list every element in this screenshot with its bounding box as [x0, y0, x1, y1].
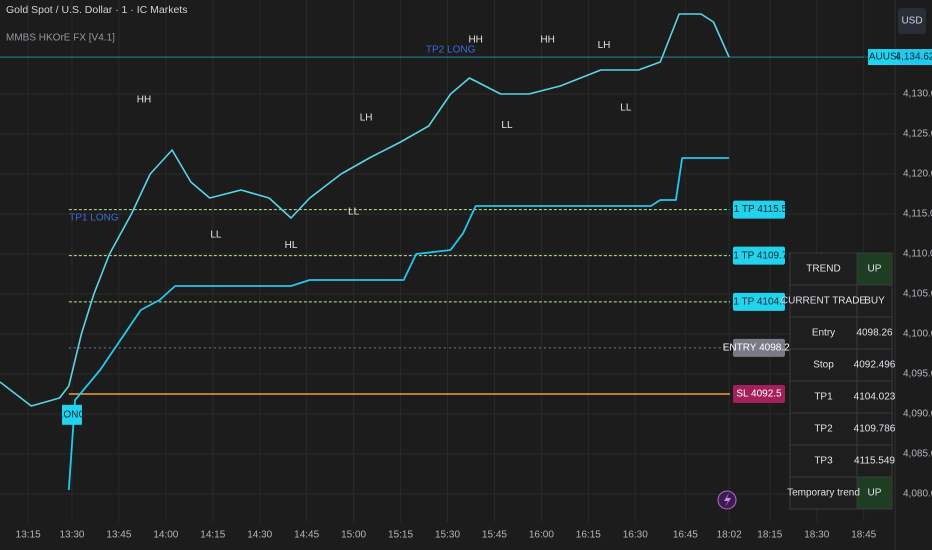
x-tick-label: 18:02: [717, 530, 742, 541]
structure-label: TP1 LONG: [69, 213, 119, 224]
x-tick-label: 16:30: [623, 530, 648, 541]
y-tick-label: 4,110.00: [903, 249, 932, 260]
level-label-box: [733, 338, 785, 357]
level-label-box: [733, 385, 785, 403]
level-label-box: [733, 292, 785, 311]
x-tick-label: 15:30: [435, 530, 460, 541]
level-label-box: [733, 200, 785, 219]
x-tick-label: 14:15: [200, 530, 225, 541]
y-tick-label: 4,100.00: [903, 329, 932, 340]
table-label-cell: [789, 252, 858, 286]
table-value: 4098.26: [856, 328, 893, 339]
x-tick-label: 15:15: [388, 530, 413, 541]
table-label: Stop: [813, 360, 834, 371]
x-tick-label: 18:15: [757, 530, 782, 541]
table-label: CURRENT TRADE: [781, 296, 867, 307]
table-value: 4115.549: [854, 456, 895, 467]
table-label: TREND: [806, 264, 840, 275]
table-value: BUY: [864, 296, 885, 307]
trailing-stop-line: [67, 157, 730, 491]
structure-label: HH: [468, 35, 482, 46]
table-value-cell: [856, 380, 893, 414]
table-label-cell: [789, 348, 858, 382]
chart-title: Gold Spot / U.S. Dollar · 1 · IC Markets: [6, 4, 187, 16]
x-tick-label: 13:15: [16, 530, 41, 541]
structure-label: HH: [540, 35, 554, 46]
x-tick-label: 16:00: [529, 530, 554, 541]
table-value: UP: [868, 264, 882, 275]
table-label: TP3: [814, 456, 833, 467]
table-label: TP2: [814, 424, 833, 435]
structure-label: LH: [598, 40, 611, 51]
y-tick-label: 4,120.00: [903, 169, 932, 180]
x-tick-label: 13:30: [59, 530, 84, 541]
structure-label: LL: [348, 207, 360, 218]
table-value-cell: [856, 476, 893, 510]
x-tick-label: 18:45: [851, 530, 876, 541]
last-price-box: [899, 49, 932, 66]
table-value-cell: [856, 316, 893, 350]
table-label-cell: [789, 316, 858, 350]
table-label-cell: [789, 380, 858, 414]
symbol-label: XAUUSD: [862, 52, 904, 63]
table-value: UP: [868, 488, 882, 499]
x-tick-label: 13:45: [106, 530, 131, 541]
level-label: SL 4092.5: [736, 389, 782, 400]
y-tick-label: 4,125.00: [903, 129, 932, 140]
level-label: 1:1 TP 4104.02: [725, 296, 793, 307]
table-label: Entry: [812, 328, 835, 339]
indicator-name: MMBS HKOrE FX [V4.1]: [6, 33, 115, 44]
table-value: 4109.786: [854, 424, 896, 435]
y-tick-label: 4,080.00: [903, 489, 932, 500]
table-label: TP1: [814, 392, 833, 403]
structure-label: LL: [620, 103, 632, 114]
table-value: 4092.496: [854, 360, 896, 371]
signal-box: [61, 404, 82, 425]
structure-label: LH: [360, 113, 373, 124]
structure-label: LONG: [58, 409, 87, 420]
x-tick-label: 16:45: [673, 530, 698, 541]
x-tick-label: 15:00: [341, 530, 366, 541]
level-label: 3:1 TP 4115.55: [725, 204, 793, 215]
table-label: Temporary trend: [787, 488, 860, 499]
y-tick-label: 4,085.00: [903, 449, 932, 460]
structure-label: HL: [285, 240, 298, 251]
table-value-cell: [856, 444, 893, 478]
table-label-cell: [789, 284, 858, 318]
table-label-cell: [789, 476, 858, 510]
structure-label: TP2 LONG: [426, 45, 476, 56]
symbol-box: [868, 49, 899, 66]
last-price-label: 4,134.62: [896, 52, 932, 63]
currency[interactable]: USD: [901, 16, 922, 27]
table-value-cell: [856, 284, 893, 318]
level-label: ENTRY 4098.26: [723, 343, 796, 354]
structure-label: LL: [501, 120, 513, 131]
structure-label: LL: [210, 229, 222, 240]
currency-box[interactable]: [898, 8, 926, 34]
y-tick-label: 4,095.00: [903, 369, 932, 380]
y-tick-label: 4,130.00: [903, 89, 932, 100]
x-tick-label: 16:15: [576, 530, 601, 541]
x-tick-label: 14:45: [294, 530, 319, 541]
y-tick-label: 4,090.00: [903, 409, 932, 420]
x-tick-label: 14:30: [247, 530, 272, 541]
level-label-box: [733, 246, 785, 265]
y-tick-label: 4,105.00: [903, 289, 932, 300]
level-label: 2:1 TP 4109.79: [725, 250, 793, 261]
x-tick-label: 15:45: [482, 530, 507, 541]
x-tick-label: 14:00: [153, 530, 178, 541]
table-value-cell: [856, 348, 893, 382]
price-line: [0, 13, 730, 407]
structure-label: HH: [137, 95, 151, 106]
alert-bolt: [724, 493, 731, 507]
x-tick-label: 18:30: [804, 530, 829, 541]
table-value: 4104.023: [854, 392, 896, 403]
y-tick-label: 4,115.00: [903, 209, 932, 220]
